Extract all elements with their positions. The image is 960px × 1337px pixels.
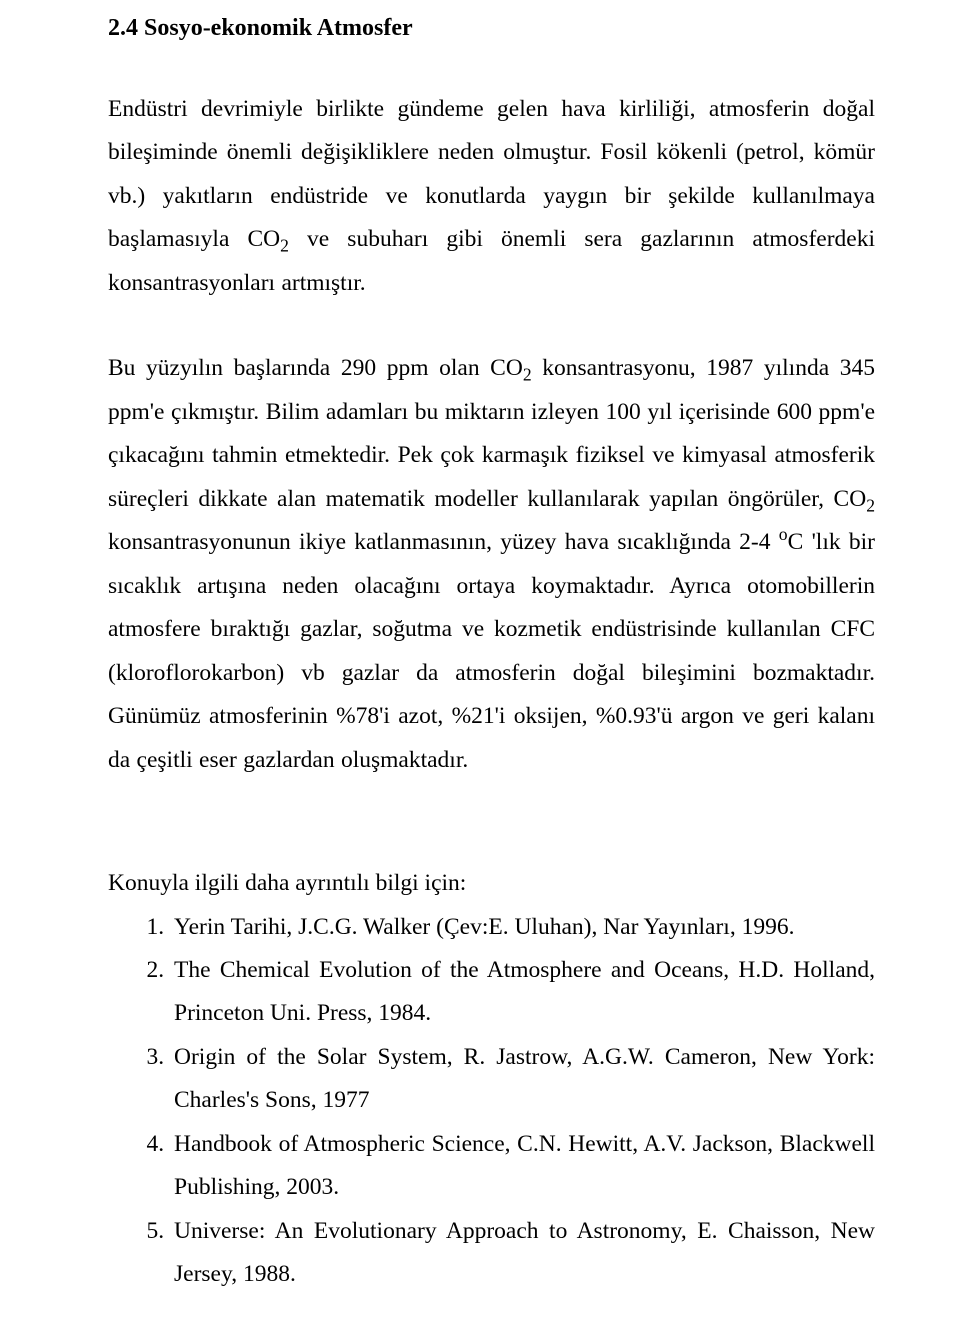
- document-page: 2.4 Sosyo-ekonomik Atmosfer Endüstri dev…: [0, 0, 960, 1337]
- subscript-2: 2: [280, 236, 289, 256]
- p2-text-a: Bu yüzyılın başlarında 290 ppm olan CO: [108, 355, 523, 381]
- paragraph-1: Endüstri devrimiyle birlikte gündeme gel…: [108, 88, 875, 305]
- p2-text-d: C 'lık bir sıcaklık artışına neden olaca…: [108, 529, 875, 772]
- references-list: Yerin Tarihi, J.C.G. Walker (Çev:E. Uluh…: [108, 906, 875, 1297]
- subscript-2: 2: [523, 365, 532, 385]
- paragraph-2: Bu yüzyılın başlarında 290 ppm olan CO2 …: [108, 347, 875, 782]
- p2-text-c: konsantrasyonunun ikiye katlanmasının, y…: [108, 529, 779, 555]
- section-heading: 2.4 Sosyo-ekonomik Atmosfer: [108, 10, 875, 46]
- references-intro: Konuyla ilgili daha ayrıntılı bilgi için…: [108, 862, 875, 905]
- reference-item: The Chemical Evolution of the Atmosphere…: [170, 949, 875, 1036]
- subscript-2: 2: [866, 495, 875, 515]
- degree-superscript: o: [779, 524, 788, 544]
- reference-item: Universe: An Evolutionary Approach to As…: [170, 1210, 875, 1297]
- reference-item: Origin of the Solar System, R. Jastrow, …: [170, 1036, 875, 1123]
- reference-item: Handbook of Atmospheric Science, C.N. He…: [170, 1123, 875, 1210]
- reference-item: Yerin Tarihi, J.C.G. Walker (Çev:E. Uluh…: [170, 906, 875, 949]
